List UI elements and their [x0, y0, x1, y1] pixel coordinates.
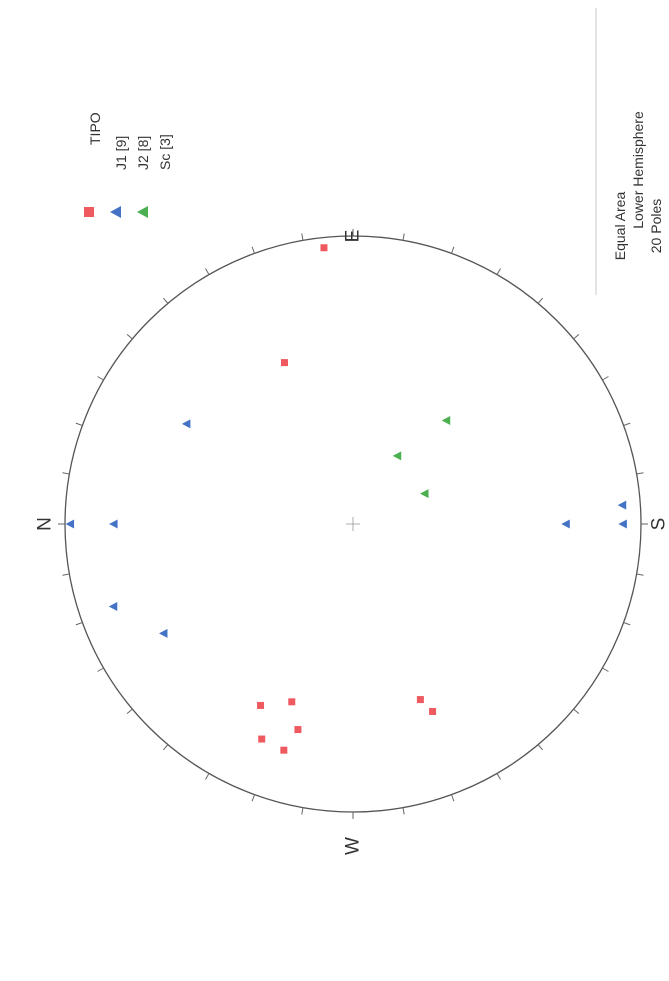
tick-mark: [97, 376, 104, 381]
tick-mark: [62, 472, 70, 475]
tick-mark: [496, 773, 501, 780]
legend-label-sc-group: Sc [3]: [157, 134, 173, 170]
legend-title-group: TIPO: [87, 112, 103, 145]
tick-mark: [205, 773, 210, 780]
pole-point-j1: [320, 244, 328, 252]
legend-marker-j2: [110, 206, 121, 218]
legend: TIPO J1 [9] J2 [8] Sc [3]: [84, 112, 173, 218]
pole-point-j2: [158, 628, 168, 638]
pole-point-j1: [288, 698, 296, 706]
tick-mark: [251, 246, 255, 254]
projection-label: Equal Area: [612, 192, 628, 261]
legend-title: TIPO: [87, 112, 103, 145]
tick-mark: [75, 622, 83, 626]
tick-mark: [301, 807, 304, 815]
pole-point-sc: [441, 415, 451, 425]
legend-label-j2: J2 [8]: [135, 136, 151, 170]
tick-mark: [602, 376, 609, 381]
tick-mark: [251, 794, 255, 802]
tick-mark: [496, 268, 501, 275]
pole-point-j1: [280, 746, 288, 754]
west-label-group: W: [343, 837, 364, 855]
pole-point-sc: [392, 451, 402, 461]
pole-point-j2: [65, 519, 75, 529]
pole-point-j2: [109, 519, 118, 529]
info-line3-group: 20 Poles: [648, 199, 664, 253]
tick-mark: [205, 268, 210, 275]
data-points: [65, 244, 627, 754]
pole-point-j2: [618, 519, 627, 529]
tick-mark: [602, 667, 609, 672]
tick-mark: [623, 622, 631, 626]
legend-label-j1: J1 [9]: [113, 136, 129, 170]
info-line2-group: Lower Hemisphere: [630, 111, 646, 229]
pole-point-j1: [294, 726, 302, 734]
pole-count-label: 20 Poles: [648, 199, 664, 253]
pole-point-sc: [420, 489, 429, 499]
tick-mark: [537, 297, 544, 304]
tick-mark: [162, 744, 169, 751]
pole-point-j2: [108, 602, 118, 612]
degree-ticks: [58, 229, 648, 819]
tick-mark: [573, 708, 580, 715]
tick-mark: [636, 573, 644, 576]
east-label: E: [343, 230, 364, 243]
legend-marker-j1: [84, 207, 94, 217]
tick-mark: [573, 333, 580, 340]
tick-mark: [537, 744, 544, 751]
hemisphere-label: Lower Hemisphere: [630, 111, 646, 229]
east-label-group: E: [343, 230, 364, 243]
tick-mark: [162, 297, 169, 304]
legend-label-j1-group: J1 [9]: [113, 136, 129, 170]
pole-point-j1: [416, 696, 424, 704]
tick-mark: [402, 807, 405, 815]
tick-mark: [623, 422, 631, 426]
tick-mark: [451, 794, 455, 802]
north-label: N: [35, 517, 56, 531]
south-label-group: S: [649, 518, 669, 531]
tick-mark: [636, 472, 644, 475]
west-label: W: [343, 837, 364, 855]
north-label-group: N: [35, 517, 56, 531]
south-label: S: [649, 518, 669, 531]
pole-point-j1: [257, 701, 265, 709]
info-line1-group: Equal Area: [612, 192, 628, 261]
pole-point-j2: [181, 419, 191, 429]
tick-mark: [126, 333, 133, 340]
pole-point-j2: [561, 519, 570, 529]
legend-label-j2-group: J2 [8]: [135, 136, 151, 170]
pole-point-j1: [429, 707, 437, 715]
tick-mark: [451, 246, 455, 254]
tick-mark: [126, 708, 133, 715]
tick-mark: [62, 573, 70, 576]
legend-label-sc: Sc [3]: [157, 134, 173, 170]
pole-point-j1: [280, 359, 288, 367]
tick-mark: [301, 233, 304, 241]
pole-point-j1: [258, 735, 266, 743]
tick-mark: [75, 422, 83, 426]
tick-mark: [97, 667, 104, 672]
center-cross: [346, 517, 360, 531]
legend-marker-sc: [137, 206, 148, 218]
tick-mark: [402, 233, 405, 241]
pole-point-j2: [617, 500, 627, 510]
